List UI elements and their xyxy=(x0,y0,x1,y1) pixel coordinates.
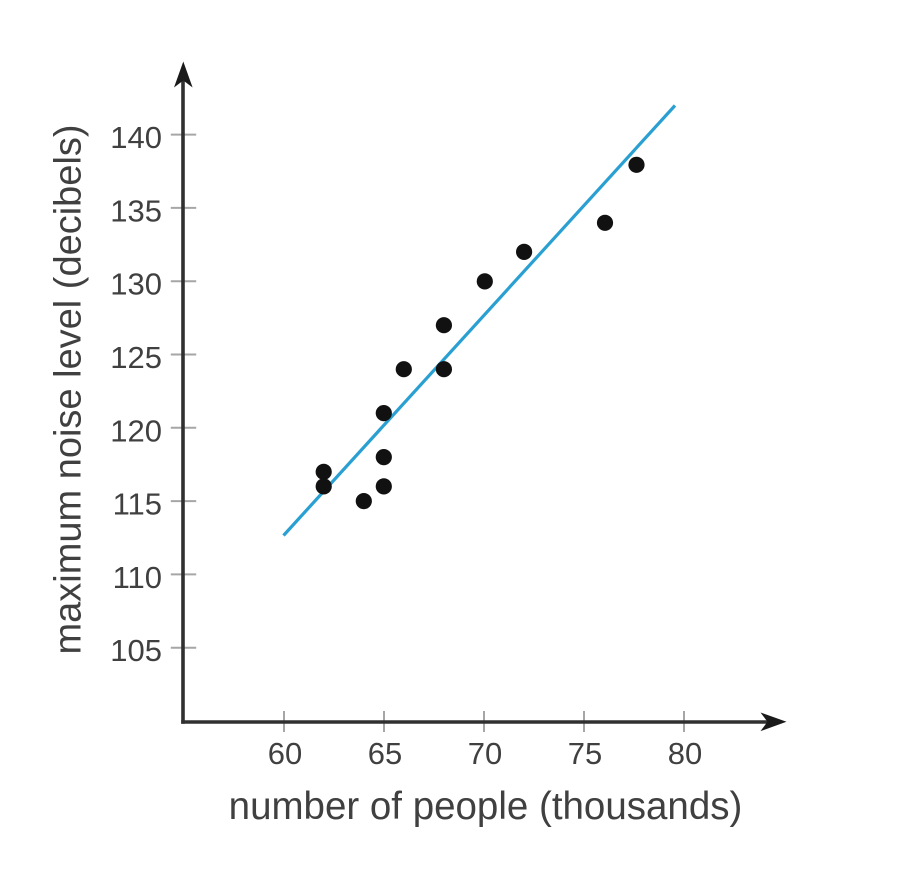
svg-text:maximum noise level (decibels): maximum noise level (decibels) xyxy=(48,124,90,654)
svg-text:115: 115 xyxy=(113,487,162,522)
svg-text:65: 65 xyxy=(368,736,402,771)
svg-text:number of people (thousands): number of people (thousands) xyxy=(229,785,743,828)
svg-text:70: 70 xyxy=(468,736,502,771)
svg-text:75: 75 xyxy=(568,736,602,771)
svg-text:110: 110 xyxy=(113,560,162,595)
svg-text:140: 140 xyxy=(110,120,162,155)
svg-text:105: 105 xyxy=(110,633,162,668)
svg-text:130: 130 xyxy=(110,267,162,302)
svg-text:80: 80 xyxy=(668,736,702,771)
svg-text:120: 120 xyxy=(110,413,162,448)
svg-text:135: 135 xyxy=(110,193,162,228)
svg-text:125: 125 xyxy=(110,340,162,375)
svg-text:60: 60 xyxy=(268,736,302,771)
